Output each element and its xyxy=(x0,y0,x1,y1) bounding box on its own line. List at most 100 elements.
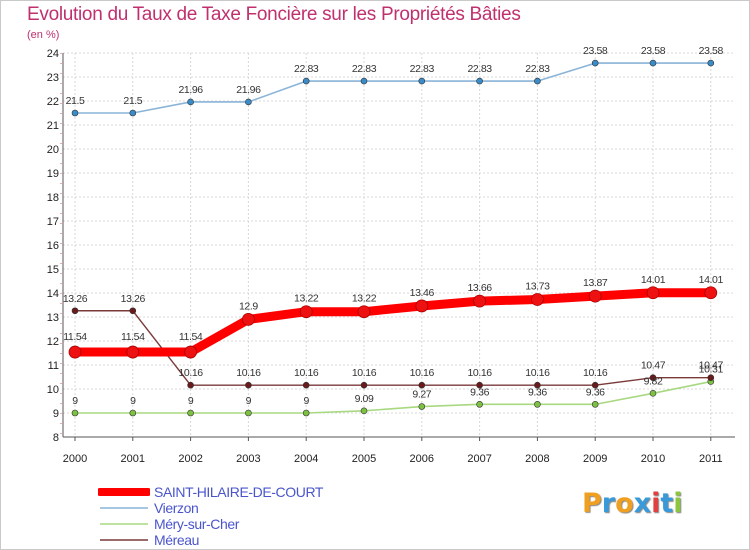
logo-letter: i xyxy=(651,488,661,519)
data-point xyxy=(707,59,715,67)
data-point xyxy=(418,77,426,85)
data-point xyxy=(707,374,715,382)
y-tick-label: 9 xyxy=(53,408,59,420)
data-point xyxy=(71,409,79,417)
chart-title: Evolution du Taux de Taxe Foncière sur l… xyxy=(27,4,521,25)
x-tick-label: 2003 xyxy=(236,453,260,465)
data-label: 21.5 xyxy=(123,95,142,107)
data-point xyxy=(357,305,371,319)
y-tick-label: 11 xyxy=(48,360,59,372)
y-tick-label: 21 xyxy=(47,120,59,132)
data-label: 10.16 xyxy=(236,367,261,379)
x-tick-label: 2004 xyxy=(294,453,318,465)
data-point xyxy=(302,409,310,417)
data-label: 12.9 xyxy=(239,300,258,312)
data-point xyxy=(126,345,140,359)
legend-swatch-mereau xyxy=(100,539,148,541)
legend-label: Méry-sur-Cher xyxy=(154,516,240,532)
data-label-layer: 11.54 11.54 11.54 12.9 13.22 13.22 13.46 13.66 1… xyxy=(63,45,724,407)
data-point xyxy=(476,381,483,389)
logo-letter: o xyxy=(615,488,634,519)
data-point xyxy=(415,299,429,313)
data-label: 13.22 xyxy=(352,293,377,305)
y-tick-label: 24 xyxy=(47,48,59,60)
data-point xyxy=(534,381,541,389)
data-label: 14.01 xyxy=(641,274,666,286)
data-label: 13.26 xyxy=(121,293,146,305)
y-tick-label: 15 xyxy=(47,264,59,276)
x-tick-label: 2008 xyxy=(525,453,549,465)
legend-swatch-saint-hilaire xyxy=(98,488,150,496)
data-label: 22.83 xyxy=(525,63,550,75)
proxiti-logo: Proxiti xyxy=(582,488,683,519)
x-tick-label: 2009 xyxy=(583,453,607,465)
x-tick-label: 2007 xyxy=(467,453,491,465)
data-point xyxy=(476,401,483,408)
x-tick-label: 2002 xyxy=(178,453,202,465)
chart-legend: SAINT-HILAIRE-DE-COURT Vierzon Méry-sur-… xyxy=(98,484,323,548)
data-point xyxy=(71,307,79,315)
series-line-3 xyxy=(74,310,712,386)
data-label: 13.87 xyxy=(583,277,608,289)
y-tick-label: 19 xyxy=(47,168,59,180)
legend-item: SAINT-HILAIRE-DE-COURT xyxy=(98,484,323,500)
data-label: 23.58 xyxy=(583,45,608,57)
data-point xyxy=(704,286,718,300)
logo-letter: r xyxy=(601,488,616,519)
legend-swatch-mery-sur-cher xyxy=(100,523,148,525)
grid-layer xyxy=(63,52,735,438)
y-tick-label: 8 xyxy=(53,432,59,444)
series-line-2 xyxy=(74,380,712,414)
data-label: 11.54 xyxy=(121,331,145,343)
data-point xyxy=(241,312,255,326)
data-point xyxy=(591,59,599,67)
y-tick-label: 16 xyxy=(47,240,59,252)
x-tick-label: 2010 xyxy=(641,453,665,465)
data-point xyxy=(299,305,313,319)
data-label: 9.27 xyxy=(412,389,431,401)
data-label: 9.36 xyxy=(586,386,605,398)
legend-label: Vierzon xyxy=(154,500,199,516)
logo-letter: i xyxy=(673,488,683,519)
data-point xyxy=(129,307,137,315)
x-tick-label: 2000 xyxy=(63,453,87,465)
data-label: 22.83 xyxy=(467,63,492,75)
data-point xyxy=(588,289,602,303)
data-point xyxy=(531,293,544,306)
data-label: 13.46 xyxy=(410,287,435,299)
data-label: 10.16 xyxy=(525,367,550,379)
y-tick-label: 13 xyxy=(47,312,59,324)
data-point xyxy=(473,294,487,308)
data-label: 9.09 xyxy=(355,393,374,405)
data-label: 10.16 xyxy=(178,367,203,379)
data-label: 13.26 xyxy=(63,293,88,305)
data-label: 14.01 xyxy=(699,274,724,286)
data-label: 9 xyxy=(130,395,136,407)
data-point xyxy=(418,381,426,389)
data-point xyxy=(591,401,599,408)
data-label: 10.47 xyxy=(641,360,666,372)
data-label: 22.83 xyxy=(294,63,319,75)
data-point xyxy=(476,77,483,85)
data-label: 9.36 xyxy=(470,386,489,398)
data-label: 11.54 xyxy=(63,331,87,343)
data-point xyxy=(534,77,541,85)
data-point xyxy=(187,381,194,389)
data-label: 13.66 xyxy=(467,282,492,294)
data-label: 21.5 xyxy=(66,95,85,107)
series-line-1 xyxy=(74,62,712,114)
y-tick-label: 18 xyxy=(47,192,59,204)
data-point xyxy=(184,345,198,359)
data-label: 23.58 xyxy=(641,45,666,57)
y-tick-label: 22 xyxy=(47,96,59,108)
data-point xyxy=(649,390,657,397)
x-tick-label: 2006 xyxy=(410,453,434,465)
data-point xyxy=(534,401,541,408)
data-label: 13.22 xyxy=(294,293,319,305)
legend-label: Méreau xyxy=(154,532,200,548)
y-tick-label: 20 xyxy=(47,144,59,156)
legend-label: SAINT-HILAIRE-DE-COURT xyxy=(154,484,324,500)
data-label: 21.96 xyxy=(178,84,203,96)
